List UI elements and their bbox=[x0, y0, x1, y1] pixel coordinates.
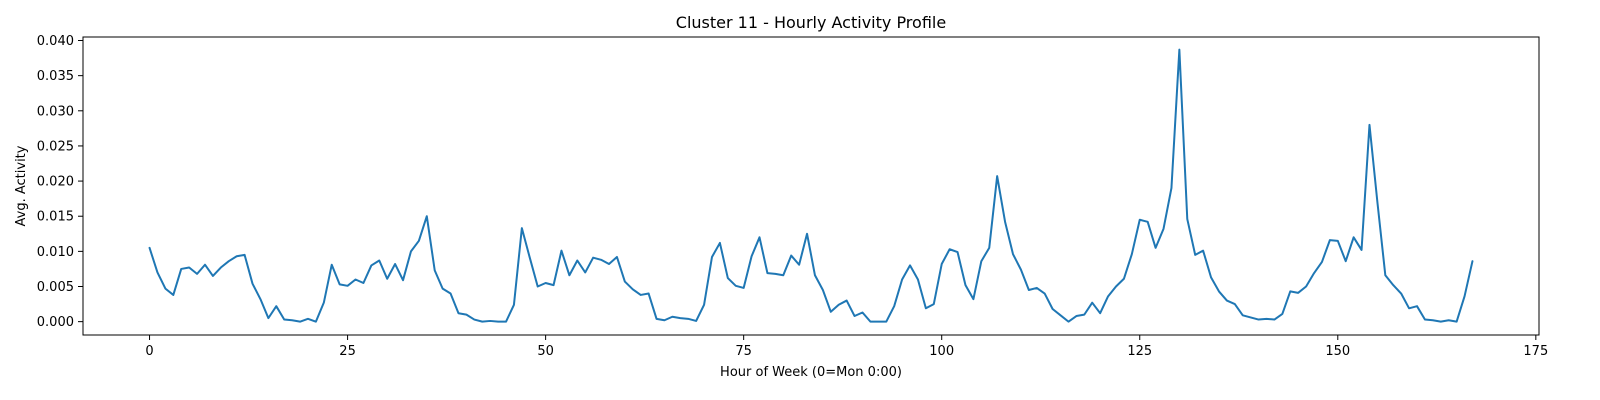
x-axis-label: Hour of Week (0=Mon 0:00) bbox=[720, 365, 902, 380]
y-tick-label: 0.040 bbox=[37, 34, 74, 49]
y-tick-label: 0.005 bbox=[37, 280, 74, 295]
y-tick-label: 0.030 bbox=[37, 104, 74, 119]
x-axis-ticks: 0 25 50 75 100 125 150 175 bbox=[145, 335, 1548, 359]
x-tick-label: 0 bbox=[145, 344, 153, 359]
plot-frame bbox=[82, 36, 1540, 336]
y-tick-label: 0.015 bbox=[37, 210, 74, 225]
x-tick-label: 25 bbox=[339, 344, 356, 359]
y-tick-label: 0.010 bbox=[37, 245, 74, 260]
y-axis-label: Avg. Activity bbox=[14, 145, 29, 226]
series-line bbox=[148, 48, 1474, 323]
x-tick-label: 125 bbox=[1127, 344, 1152, 359]
y-tick-label: 0.025 bbox=[37, 139, 74, 154]
y-tick-label: 0.020 bbox=[37, 175, 74, 190]
y-tick-label: 0.035 bbox=[37, 69, 74, 84]
y-tick-label: 0.000 bbox=[37, 315, 74, 330]
x-tick-label: 150 bbox=[1325, 344, 1350, 359]
x-tick-label: 50 bbox=[537, 344, 554, 359]
x-tick-label: 75 bbox=[735, 344, 752, 359]
x-tick-label: 175 bbox=[1523, 344, 1548, 359]
x-tick-label: 100 bbox=[929, 344, 954, 359]
chart-title: Cluster 11 - Hourly Activity Profile bbox=[676, 13, 946, 32]
y-axis-ticks: 0.000 0.005 0.010 0.015 0.020 0.025 0.030 0.035… bbox=[37, 34, 83, 330]
